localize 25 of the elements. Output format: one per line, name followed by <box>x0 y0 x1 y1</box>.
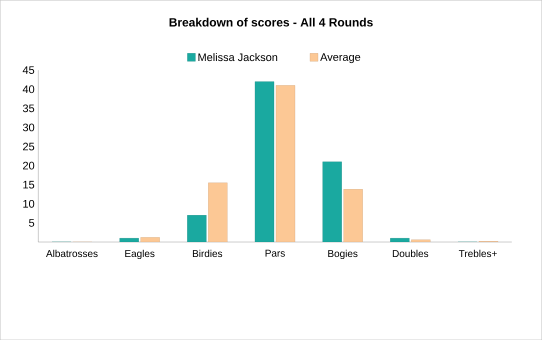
bar <box>322 162 342 242</box>
y-tick-label: 40 <box>22 85 34 94</box>
chart-title: Breakdown of scores - All 4 Rounds <box>170 18 373 26</box>
x-tick-label: Doubles <box>392 250 428 258</box>
x-tick-label: Trebles+ <box>458 250 497 258</box>
bar <box>276 85 296 242</box>
y-tick-label: 30 <box>22 124 34 132</box>
legend-label: Average <box>320 53 360 64</box>
bar <box>187 215 206 242</box>
x-tick-label: Bogies <box>328 250 358 259</box>
x-tick-label: Pars <box>266 250 285 257</box>
x-tick-label: Eagles <box>125 250 155 259</box>
y-tick-label: 5 <box>29 219 34 227</box>
bar <box>254 81 274 242</box>
x-tick-label: Albatrosses <box>46 250 98 258</box>
y-tick-label: 25 <box>23 142 34 150</box>
legend-label: Melissa Jackson <box>198 53 278 62</box>
bar <box>208 182 228 242</box>
y-tick-label: 35 <box>22 104 34 112</box>
y-tick-label: 20 <box>23 162 34 170</box>
x-tick-label: Birdies <box>192 250 222 258</box>
bar <box>344 189 363 242</box>
y-tick-label: 15 <box>23 180 34 188</box>
y-tick-label: 45 <box>22 66 34 74</box>
y-tick-label: 10 <box>23 200 34 208</box>
